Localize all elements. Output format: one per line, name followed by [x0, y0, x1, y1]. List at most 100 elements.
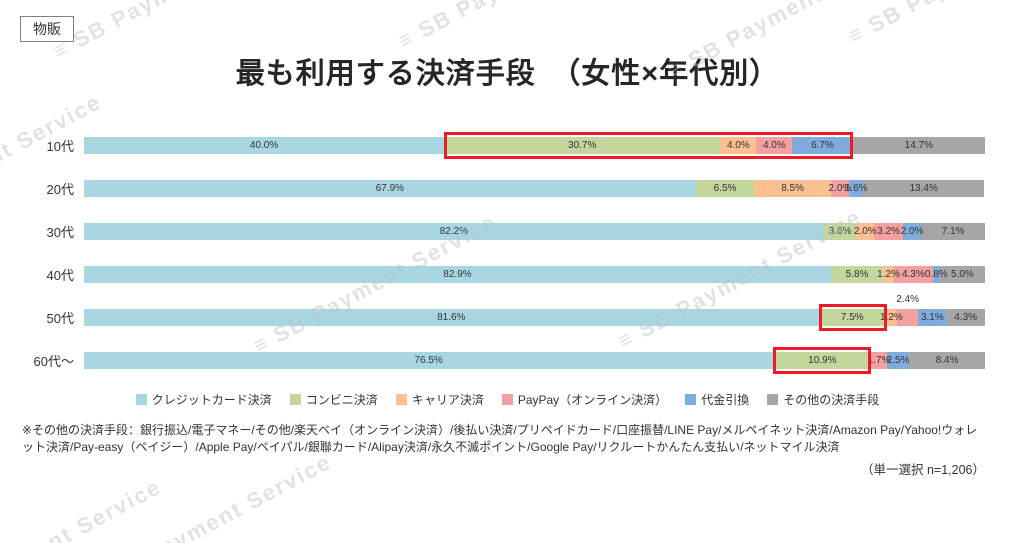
- legend-label: コンビニ決済: [305, 393, 378, 407]
- bar-segment-4: 6.7%: [792, 136, 853, 154]
- value-label: 1.7%: [867, 354, 891, 366]
- bar-segment-5: 5.0%: [939, 265, 985, 283]
- legend-item: 代金引換: [685, 391, 749, 408]
- legend-label: クレジットカード決済: [151, 393, 272, 407]
- bar-segment-4: 2.0%: [901, 222, 923, 240]
- age-group-label: 10代: [46, 138, 74, 154]
- value-label: 4.3%: [954, 311, 978, 323]
- value-label: 7.1%: [941, 225, 965, 237]
- stacked-bar-chart: 10代 40.0% 30.7% 4.0% 4.0% 6.7% 14.7% 20代 67.9% 6.…: [22, 131, 985, 374]
- legend-item: クレジットカード決済: [135, 391, 272, 408]
- legend-item: コンビニ決済: [289, 391, 378, 408]
- legend-label: その他の決済手段: [783, 393, 880, 407]
- bar-segment-1: 30.7%: [444, 136, 721, 154]
- chart-row: 10代 40.0% 30.7% 4.0% 4.0% 6.7% 14.7%: [22, 131, 985, 159]
- value-label: 8.5%: [781, 182, 805, 194]
- bar-segment-3: 4.3%: [893, 265, 933, 283]
- value-label: 5.8%: [845, 268, 869, 280]
- legend-swatch-icon: [767, 394, 779, 405]
- value-label: 7.5%: [840, 311, 864, 323]
- bar-segment-1: 5.8%: [830, 265, 884, 283]
- bar-segment-0: 67.9%: [84, 179, 696, 197]
- bar-segment-2: 8.5%: [754, 179, 831, 197]
- value-label: 82.9%: [443, 268, 472, 280]
- bar-segment-4: 0.8%: [925, 265, 948, 283]
- age-group-label: 30代: [46, 224, 74, 240]
- value-label: 6.7%: [811, 139, 834, 151]
- footnote: ※その他の決済手段：銀行振込/電子マネー/その他/楽天ペイ（オンライン決済）/後…: [22, 423, 978, 455]
- bar-segment-0: 81.6%: [84, 308, 819, 326]
- legend-swatch-icon: [685, 394, 697, 405]
- bar-segment-0: 82.2%: [84, 222, 824, 240]
- value-label: 14.7%: [904, 139, 933, 151]
- legend-item: キャリア決済: [395, 391, 484, 408]
- value-label: 0.8%: [924, 268, 948, 280]
- legend-item: その他の決済手段: [767, 391, 879, 408]
- stacked-bar: 81.6% 7.5% 1.2% 2.4% 3.1% 4.3%: [84, 294, 985, 331]
- value-label: 3.2%: [877, 225, 901, 237]
- bar-segment-3: 3.2%: [874, 222, 904, 240]
- value-label: 67.9%: [375, 182, 405, 194]
- bar-segment-3: 4.0%: [756, 136, 793, 154]
- bar-segment-1: 10.9%: [773, 351, 872, 369]
- bar-segment-5: 4.3%: [946, 308, 985, 326]
- age-group-label: 60代〜: [33, 353, 74, 369]
- watermark-text: ≡ SB Payment Service: [394, 0, 646, 54]
- value-label: 3.1%: [920, 311, 944, 323]
- stacked-bar: 76.5% 10.9% 1.7% 2.5% 8.4%: [84, 346, 985, 374]
- bar-segment-0: 76.5%: [84, 351, 774, 369]
- bar-segment-5: 8.4%: [909, 351, 985, 369]
- bar-segment-0: 40.0%: [84, 136, 445, 154]
- stacked-bar: 82.9% 5.8% 1.2% 4.3% 0.8% 5.0%: [84, 265, 985, 283]
- bar-segment-4: 1.6%: [845, 179, 868, 197]
- legend-label: 代金引換: [701, 393, 750, 407]
- bar-segment-2: 1.2%: [880, 308, 903, 326]
- watermark-text: ≡ SB Payment Service: [844, 0, 1015, 49]
- value-label: 5.0%: [951, 268, 974, 280]
- bar-segment-2: 4.0%: [720, 136, 757, 154]
- bar-segment-3: 2.0%: [828, 179, 852, 197]
- legend-item: PayPay（オンライン決済）: [501, 391, 668, 408]
- value-label: 2.4%: [896, 293, 920, 305]
- age-group-label: 50代: [46, 310, 74, 326]
- bar-segment-5: 14.7%: [852, 136, 985, 154]
- bar-segment-5: 7.1%: [921, 222, 985, 240]
- value-label: 76.5%: [414, 354, 443, 366]
- age-group-label: 20代: [46, 181, 74, 197]
- bar-segment-4: 3.1%: [918, 308, 947, 326]
- value-label: 4.3%: [901, 268, 925, 280]
- legend-label: キャリア決済: [411, 393, 484, 407]
- chart-title: 最も利用する決済手段 （女性×年代別）: [235, 58, 780, 90]
- chart-row: 50代 81.6% 7.5% 1.2% 2.4% 3.1% 4.3%: [22, 294, 985, 331]
- bar-segment-1: 6.5%: [695, 179, 755, 197]
- bar-segment-2: 1.2%: [877, 265, 900, 283]
- bar-segment-5: 13.4%: [863, 179, 985, 197]
- value-label: 4.0%: [762, 139, 786, 151]
- chart-legend: クレジットカード決済 コンビニ決済 キャリア決済 PayPay（オンライン決済） 代金引…: [0, 391, 1015, 408]
- bar-segment-3: 1.7%: [868, 351, 891, 369]
- chart-row: 30代 82.2% 3.6% 2.0% 3.2% 2.0% 7.1%: [22, 218, 985, 244]
- bar-segment-3: 2.4%: [896, 294, 919, 326]
- value-label: 1.2%: [880, 311, 903, 323]
- bar-segment-1: 7.5%: [818, 308, 887, 326]
- value-label: 1.2%: [877, 268, 900, 280]
- category-badge: 物販: [20, 16, 74, 42]
- legend-swatch-icon: [289, 394, 301, 405]
- value-label: 4.0%: [726, 139, 750, 151]
- chart-row: 40代 82.9% 5.8% 1.2% 4.3% 0.8% 5.0%: [22, 261, 985, 287]
- value-label: 13.4%: [909, 182, 938, 194]
- value-label: 1.6%: [844, 182, 868, 194]
- watermark-text: ≡ SB Payment Service: [0, 474, 166, 543]
- value-label: 82.2%: [439, 225, 469, 237]
- value-label: 81.6%: [437, 311, 466, 323]
- legend-swatch-icon: [135, 394, 147, 405]
- value-label: 2.0%: [828, 182, 852, 194]
- value-label: 6.5%: [713, 182, 737, 194]
- legend-swatch-icon: [501, 394, 513, 405]
- sample-size-note: （単一選択 n=1,206）: [860, 462, 985, 477]
- value-label: 40.0%: [249, 139, 279, 151]
- legend-swatch-icon: [395, 394, 407, 405]
- value-label: 10.9%: [808, 354, 837, 366]
- legend-label: PayPay（オンライン決済）: [517, 393, 668, 407]
